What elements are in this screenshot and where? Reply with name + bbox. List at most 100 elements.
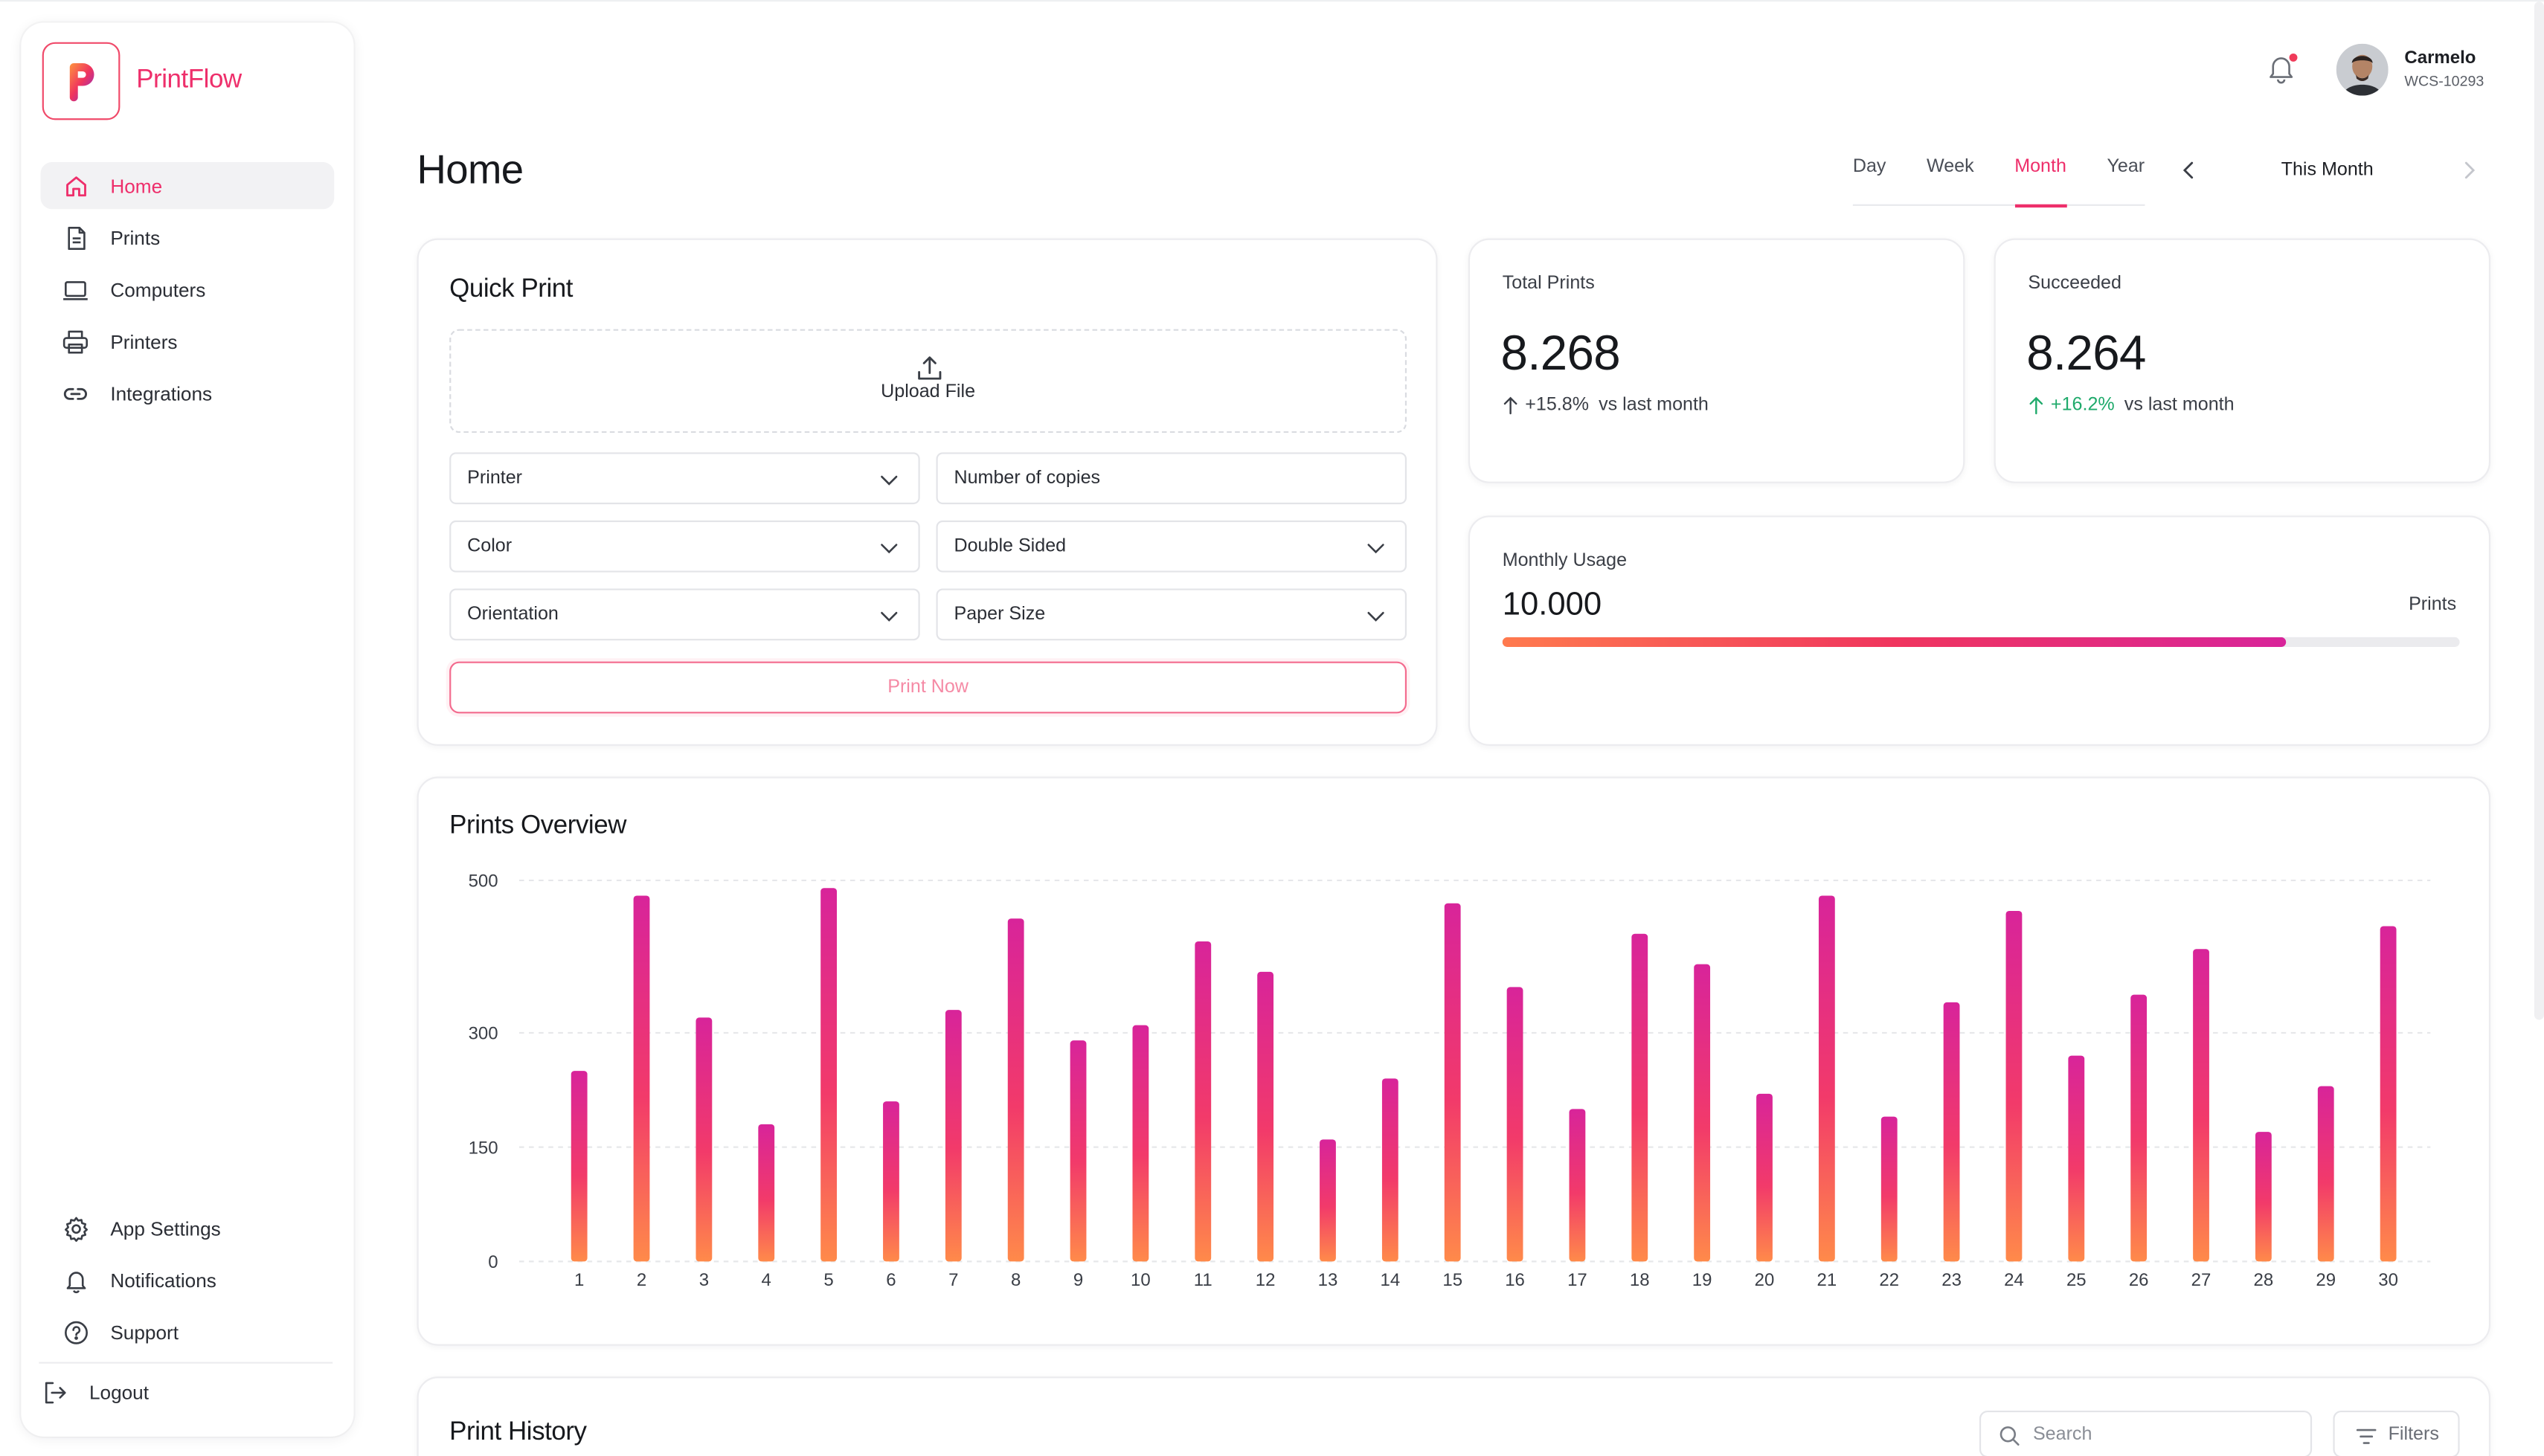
chart-bar-day-16[interactable] bbox=[1506, 987, 1523, 1262]
chart-bar-day-19[interactable] bbox=[1694, 964, 1711, 1262]
chart-bar-day-21[interactable] bbox=[1818, 895, 1835, 1262]
tab-day[interactable]: Day bbox=[1852, 157, 1886, 177]
chart-bar-day-18[interactable] bbox=[1631, 933, 1648, 1262]
monthly-usage-card: Monthly Usage 10.000 Prints bbox=[1468, 515, 2491, 746]
next-period-chevron-right-icon[interactable] bbox=[2458, 159, 2481, 182]
sidebar-item-notifications[interactable]: Notifications bbox=[41, 1257, 335, 1304]
chart-bar-day-23[interactable] bbox=[1943, 1002, 1960, 1262]
chart-bar-day-3[interactable] bbox=[696, 1017, 713, 1262]
chart-bar-day-5[interactable] bbox=[820, 888, 838, 1262]
printer-select-label: Printer bbox=[467, 468, 523, 489]
chart-bar-day-15[interactable] bbox=[1444, 903, 1461, 1262]
monthly-usage-unit: Prints bbox=[2409, 595, 2457, 615]
search-input[interactable]: Search bbox=[1979, 1410, 2313, 1456]
brand[interactable]: PrintFlow bbox=[42, 42, 242, 120]
print-now-button[interactable]: Print Now bbox=[449, 661, 1407, 714]
printer-select[interactable]: Printer bbox=[449, 452, 920, 505]
chart-bar-day-2[interactable] bbox=[633, 895, 650, 1262]
chart-bar-day-13[interactable] bbox=[1320, 1139, 1336, 1262]
notifications-bell-icon[interactable] bbox=[2265, 52, 2301, 88]
total-prints-compare: vs last month bbox=[1599, 396, 1709, 416]
previous-period-chevron-left-icon[interactable] bbox=[2177, 159, 2200, 182]
x-tick-label: 15 bbox=[1442, 1270, 1462, 1290]
sidebar-item-printers[interactable]: Printers bbox=[41, 318, 335, 364]
color-select-label: Color bbox=[467, 536, 513, 556]
bell-icon bbox=[62, 1266, 89, 1294]
color-select[interactable]: Color bbox=[449, 520, 920, 573]
chart-bar-day-6[interactable] bbox=[883, 1101, 899, 1262]
x-tick-label: 13 bbox=[1318, 1270, 1338, 1290]
tab-week[interactable]: Week bbox=[1926, 157, 1974, 177]
chart-bar-day-12[interactable] bbox=[1257, 971, 1274, 1262]
page-title: Home bbox=[417, 147, 524, 193]
prints-overview-card: Prints Overview 0 150 300 500 1 2 3 4 5 6 7 8 9 10 11 1… bbox=[417, 776, 2491, 1346]
chart-bar-day-27[interactable] bbox=[2193, 949, 2209, 1262]
chart-bar-day-8[interactable] bbox=[1007, 918, 1024, 1262]
chart-bar-day-11[interactable] bbox=[1195, 941, 1212, 1262]
orientation-select-label: Orientation bbox=[467, 605, 559, 625]
chart-bar-day-30[interactable] bbox=[2380, 926, 2397, 1262]
chart-bar-day-1[interactable] bbox=[571, 1071, 588, 1262]
sidebar-item-label: Notifications bbox=[110, 1269, 216, 1292]
filters-button[interactable]: Filters bbox=[2333, 1410, 2460, 1456]
sidebar-item-home[interactable]: Home bbox=[40, 162, 335, 210]
sidebar-item-integrations[interactable]: Integrations bbox=[41, 370, 335, 416]
logout-button[interactable]: Logout bbox=[19, 1368, 313, 1415]
chart-bar-day-10[interactable] bbox=[1132, 1025, 1149, 1262]
sidebar-item-support[interactable]: Support bbox=[41, 1309, 335, 1356]
sidebar-divider bbox=[39, 1362, 333, 1364]
usage-progress-track bbox=[1502, 637, 2460, 647]
sidebar-item-label: Prints bbox=[110, 226, 161, 249]
chart-bar-day-28[interactable] bbox=[2255, 1132, 2272, 1262]
x-tick-label: 24 bbox=[2004, 1270, 2024, 1290]
chart-bar-day-9[interactable] bbox=[1070, 1040, 1087, 1262]
chart-bar-day-22[interactable] bbox=[1880, 1116, 1898, 1262]
sidebar-item-label: Integrations bbox=[110, 381, 213, 405]
filters-label: Filters bbox=[2388, 1424, 2439, 1444]
chart-bar-day-24[interactable] bbox=[2005, 910, 2023, 1262]
copies-input[interactable]: Number of copies bbox=[936, 452, 1407, 505]
sidebar-item-app-settings[interactable]: App Settings bbox=[41, 1205, 335, 1252]
chevron-down-icon bbox=[879, 538, 899, 558]
arrow-up-icon bbox=[1503, 396, 1519, 415]
link-icon bbox=[62, 379, 89, 407]
tab-month[interactable]: Month bbox=[2014, 157, 2066, 208]
x-tick-label: 1 bbox=[574, 1270, 584, 1290]
sidebar-item-label: Computers bbox=[110, 277, 206, 301]
x-tick-label: 22 bbox=[1879, 1270, 1899, 1290]
chart-bar-day-4[interactable] bbox=[758, 1124, 775, 1262]
tab-year[interactable]: Year bbox=[2107, 157, 2145, 177]
chart-bar-day-20[interactable] bbox=[1756, 1093, 1773, 1262]
paper-size-select-label: Paper Size bbox=[954, 605, 1046, 625]
chart-bar-day-7[interactable] bbox=[945, 1010, 962, 1262]
sidebar-item-prints[interactable]: Prints bbox=[41, 214, 335, 261]
paper-size-select[interactable]: Paper Size bbox=[936, 588, 1407, 641]
chart-bar-day-25[interactable] bbox=[2068, 1055, 2085, 1262]
period-tabs: Day Week Month Year bbox=[1852, 157, 2145, 208]
succeeded-card: Succeeded 8.264 +16.2% vs last month bbox=[1994, 238, 2491, 483]
chart-bar-day-14[interactable] bbox=[1381, 1078, 1398, 1262]
y-tick-label: 300 bbox=[469, 1024, 498, 1044]
copies-input-placeholder: Number of copies bbox=[954, 468, 1101, 489]
chart-bar-day-26[interactable] bbox=[2130, 994, 2148, 1262]
chart-bar-day-29[interactable] bbox=[2317, 1086, 2334, 1262]
x-tick-label: 25 bbox=[2066, 1270, 2087, 1290]
scrollbar[interactable] bbox=[2534, 1, 2544, 1020]
sidebar-item-label: Support bbox=[110, 1320, 179, 1344]
prints-overview-title: Prints Overview bbox=[449, 812, 626, 840]
total-prints-card: Total Prints 8.268 +15.8% vs last month bbox=[1468, 238, 1965, 483]
orientation-select[interactable]: Orientation bbox=[449, 588, 920, 641]
chart-bar-day-17[interactable] bbox=[1569, 1109, 1586, 1262]
chevron-down-icon bbox=[1366, 538, 1386, 558]
x-tick-label: 19 bbox=[1692, 1270, 1712, 1290]
x-tick-label: 26 bbox=[2129, 1270, 2149, 1290]
upload-file-dropzone[interactable]: Upload File bbox=[449, 329, 1407, 434]
sidebar-item-computers[interactable]: Computers bbox=[41, 266, 335, 313]
upload-icon bbox=[913, 352, 946, 384]
double-sided-select[interactable]: Double Sided bbox=[936, 520, 1407, 573]
x-tick-label: 29 bbox=[2316, 1270, 2336, 1290]
avatar[interactable] bbox=[2336, 43, 2389, 96]
y-tick-label: 0 bbox=[488, 1252, 498, 1272]
monthly-usage-label: Monthly Usage bbox=[1502, 551, 1628, 571]
